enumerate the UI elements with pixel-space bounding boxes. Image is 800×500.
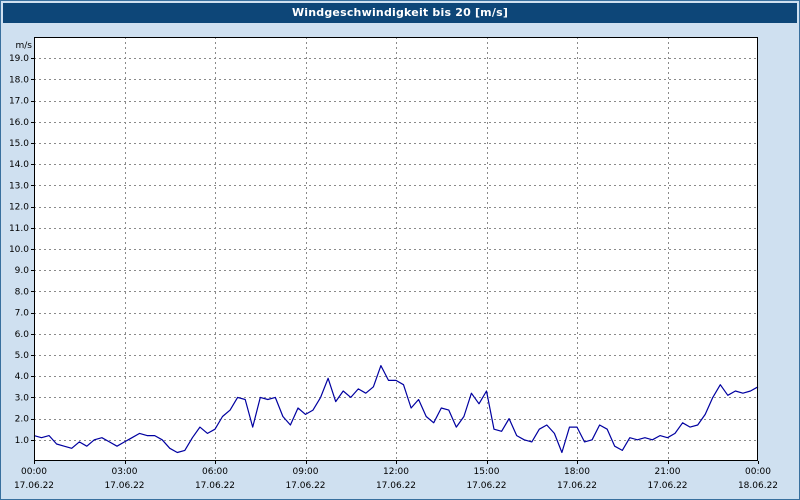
svg-text:3.0: 3.0 xyxy=(15,393,30,403)
svg-text:10.0: 10.0 xyxy=(9,245,29,255)
x-axis-labels: 00:00 17.06.22 03:00 17.06.22 06:00 17.06.22 0… xyxy=(14,467,778,491)
svg-text:11.0: 11.0 xyxy=(9,224,29,234)
y-axis-labels: 1.0 2.0 3.0 4.0 5.0 6.0 7.0 8.0 9.0 10.0 11.0 12.0 1… xyxy=(9,41,32,446)
x-tick-date: 17.06.22 xyxy=(104,481,144,491)
svg-text:14.0: 14.0 xyxy=(9,160,29,170)
x-tick-time: 00:00 xyxy=(745,467,771,477)
x-tick-time: 03:00 xyxy=(112,467,138,477)
svg-text:5.0: 5.0 xyxy=(15,351,30,361)
wind-speed-line xyxy=(33,365,759,454)
x-tick-time: 09:00 xyxy=(293,467,319,477)
svg-text:12.0: 12.0 xyxy=(9,203,29,213)
svg-text:7.0: 7.0 xyxy=(15,309,30,319)
x-tick-date: 17.06.22 xyxy=(376,481,416,491)
svg-text:2.0: 2.0 xyxy=(15,415,30,425)
svg-text:13.0: 13.0 xyxy=(9,181,29,191)
svg-text:8.0: 8.0 xyxy=(15,287,30,297)
svg-text:16.0: 16.0 xyxy=(9,118,29,128)
svg-text:1.0: 1.0 xyxy=(15,436,30,446)
x-tick-date: 17.06.22 xyxy=(195,481,235,491)
x-tick-date: 17.06.22 xyxy=(557,481,597,491)
x-tick-date: 17.06.22 xyxy=(285,481,325,491)
axis-ticks xyxy=(31,58,759,464)
svg-text:4.0: 4.0 xyxy=(15,372,30,382)
window-title-bar: Windgeschwindigkeit bis 20 [m/s] xyxy=(3,3,797,23)
x-tick-date: 17.06.22 xyxy=(647,481,687,491)
plot-border xyxy=(34,37,758,461)
svg-text:6.0: 6.0 xyxy=(15,330,30,340)
svg-text:18.0: 18.0 xyxy=(9,75,29,85)
x-tick-date: 18.06.22 xyxy=(738,481,778,491)
svg-text:9.0: 9.0 xyxy=(15,266,30,276)
grid-lines xyxy=(34,37,758,461)
x-tick-time: 21:00 xyxy=(655,467,681,477)
x-tick-time: 12:00 xyxy=(383,467,409,477)
svg-text:17.0: 17.0 xyxy=(9,97,29,107)
svg-text:19.0: 19.0 xyxy=(9,54,29,64)
x-tick-time: 15:00 xyxy=(474,467,500,477)
y-axis-unit-label: m/s xyxy=(16,41,33,51)
window-title: Windgeschwindigkeit bis 20 [m/s] xyxy=(291,6,509,19)
x-tick-date: 17.06.22 xyxy=(466,481,506,491)
x-tick-time: 06:00 xyxy=(202,467,228,477)
x-tick-time: 00:00 xyxy=(21,467,47,477)
x-tick-time: 18:00 xyxy=(564,467,590,477)
svg-text:15.0: 15.0 xyxy=(9,139,29,149)
x-tick-date: 17.06.22 xyxy=(14,481,54,491)
